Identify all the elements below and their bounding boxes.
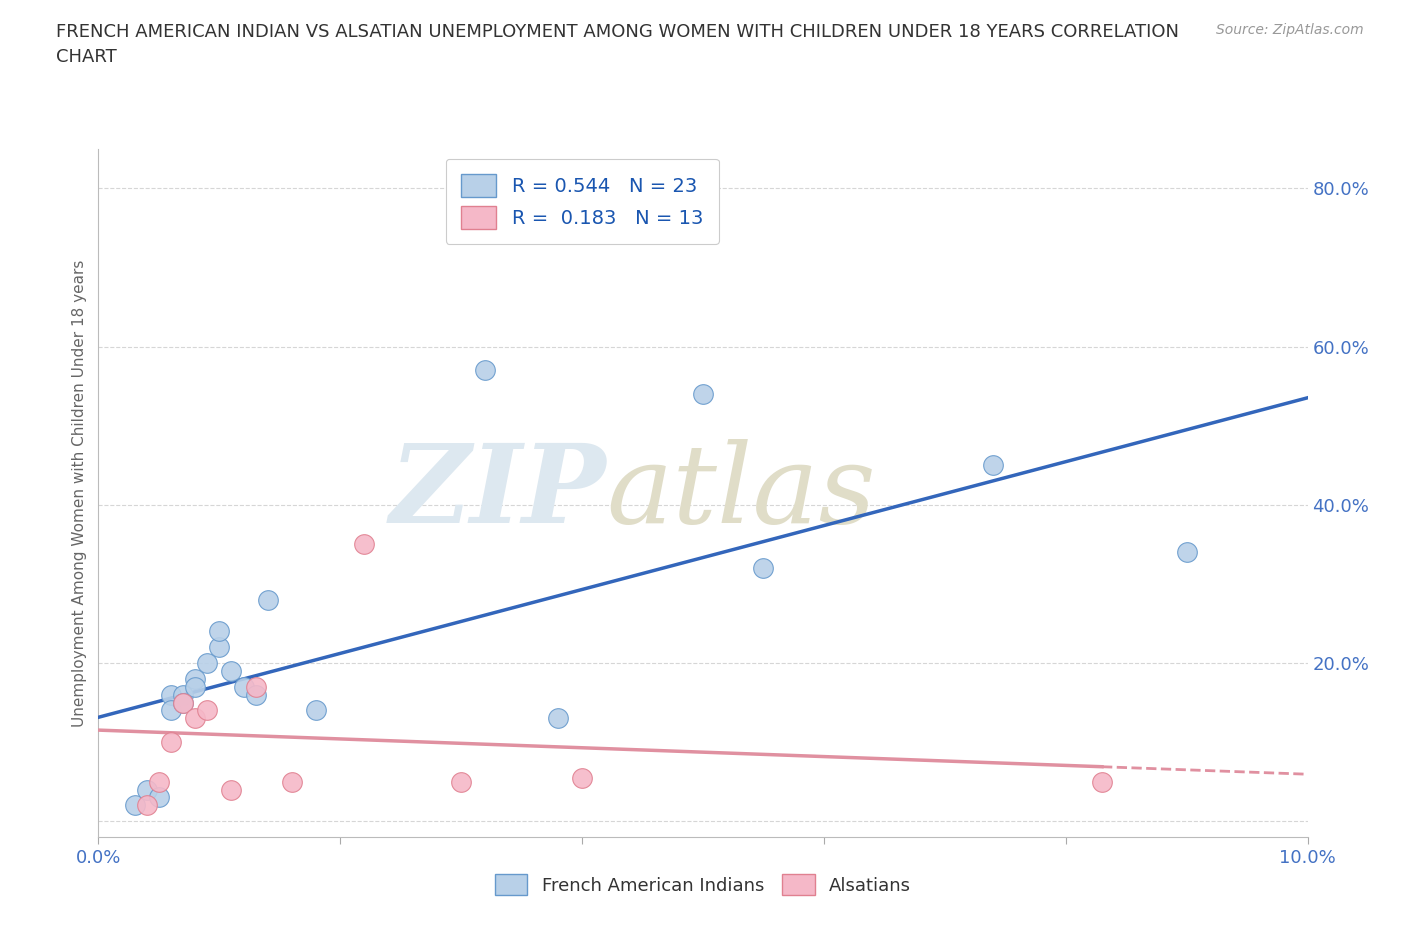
Point [221,663,243,678]
Point [172,695,194,710]
Text: Source: ZipAtlas.com: Source: ZipAtlas.com [1216,23,1364,37]
Point [353,537,375,551]
Point [1091,774,1114,789]
Point [208,640,231,655]
Point [474,363,496,378]
Text: CHART: CHART [56,48,117,66]
Point [135,782,157,797]
Text: FRENCH AMERICAN INDIAN VS ALSATIAN UNEMPLOYMENT AMONG WOMEN WITH CHILDREN UNDER : FRENCH AMERICAN INDIAN VS ALSATIAN UNEMP… [56,23,1180,41]
Point [981,458,1004,472]
Point [172,695,194,710]
Legend: French American Indians, Alsatians: French American Indians, Alsatians [488,867,918,902]
Point [124,798,146,813]
Point [256,592,278,607]
Point [160,703,183,718]
Point [450,774,472,789]
Point [571,770,593,785]
Y-axis label: Unemployment Among Women with Children Under 18 years: Unemployment Among Women with Children U… [72,259,87,726]
Point [160,687,183,702]
Point [195,656,218,671]
Point [752,561,775,576]
Point [160,735,183,750]
Point [135,798,157,813]
Point [195,703,218,718]
Point [245,687,267,702]
Text: atlas: atlas [606,439,876,547]
Point [692,387,714,402]
Point [172,687,194,702]
Point [184,679,207,694]
Point [305,703,328,718]
Point [148,774,170,789]
Point [1175,545,1198,560]
Legend: R = 0.544   N = 23, R =  0.183   N = 13: R = 0.544 N = 23, R = 0.183 N = 13 [446,158,718,245]
Point [148,790,170,804]
Text: ZIP: ZIP [389,439,606,547]
Point [281,774,304,789]
Point [208,624,231,639]
Point [184,671,207,686]
Point [184,711,207,725]
Point [547,711,569,725]
Point [245,679,267,694]
Point [221,782,243,797]
Point [232,679,254,694]
